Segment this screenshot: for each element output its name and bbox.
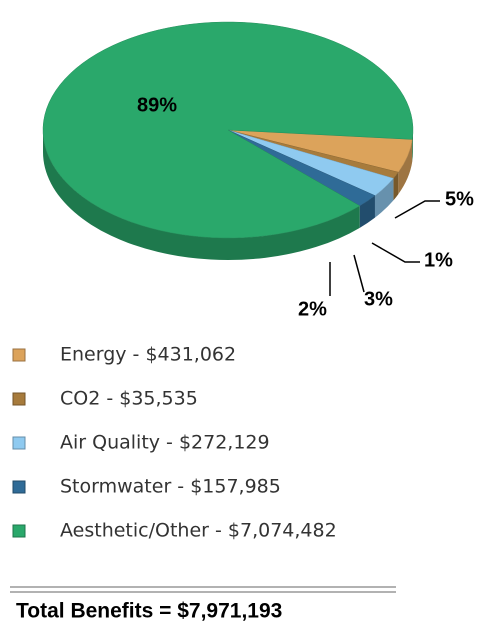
legend-label: CO2 - $35,535 [60, 388, 198, 410]
slice-side [374, 178, 394, 218]
value-label: 1% [424, 249, 453, 271]
leader-line [353, 254, 365, 293]
legend-label: Stormwater - $157,985 [60, 476, 281, 498]
legend-label: Aesthetic/Other - $7,074,482 [60, 520, 337, 542]
value-label: 3% [364, 288, 393, 310]
slice-side [43, 130, 360, 260]
legend-swatch [12, 436, 26, 450]
legend-label: Air Quality - $272,129 [60, 432, 270, 454]
total-label: Total Benefits = $7,971,193 [16, 600, 282, 623]
slice-side [393, 172, 399, 201]
slice [42, 21, 414, 239]
value-label: 5% [445, 188, 474, 210]
legend-label: Energy - $431,062 [60, 344, 236, 366]
legend-swatch [12, 392, 26, 406]
leader-line [371, 242, 420, 263]
legend-swatch [12, 480, 26, 494]
value-label: 89% [137, 94, 177, 116]
leader-line [394, 200, 440, 219]
legend-swatch [12, 348, 26, 362]
legend-swatch [12, 524, 26, 538]
slice-side [412, 130, 413, 162]
value-label: 2% [298, 298, 327, 320]
